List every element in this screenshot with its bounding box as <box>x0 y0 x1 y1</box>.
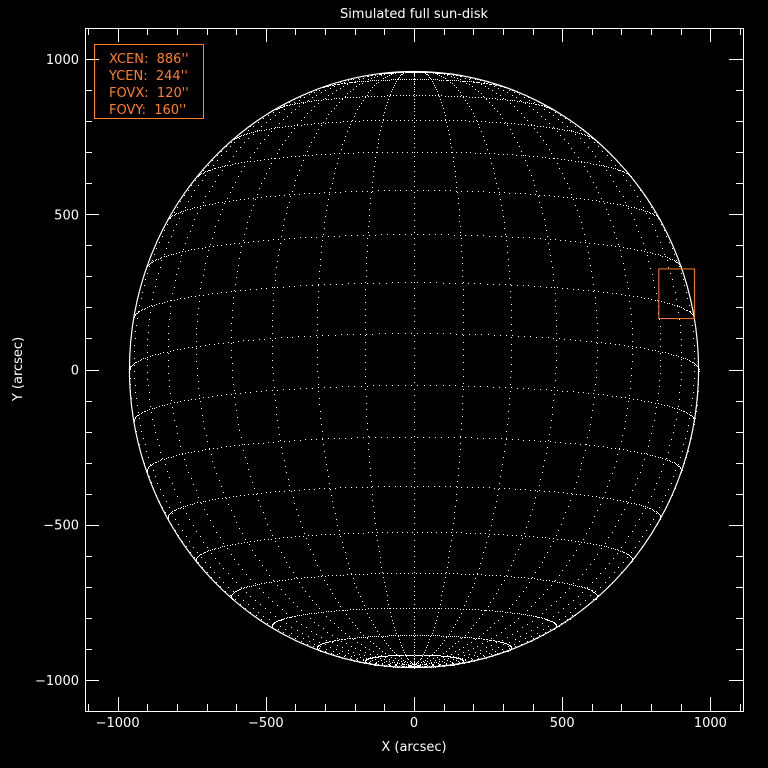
x-tick-label: 1000 <box>694 716 727 731</box>
y-tick-label: −1000 <box>35 674 79 689</box>
y-tick-label: 0 <box>71 364 79 379</box>
y-tick-label: 500 <box>54 208 79 223</box>
legend-xcen: XCEN: 886'' <box>109 52 189 67</box>
x-tick-label: 500 <box>550 716 575 731</box>
plot-axes <box>85 28 744 712</box>
y-tick-label: −500 <box>43 519 79 534</box>
heliographic-grid <box>128 70 700 669</box>
x-axis-label: X (arcsec) <box>381 740 446 755</box>
tick-labels: −1000 −500 0 500 1000 −1000 −500 0 500 1000 <box>35 53 727 731</box>
legend-ycen: YCEN: 244'' <box>108 69 188 84</box>
x-tick-label: −500 <box>248 716 284 731</box>
y-tick-label: 1000 <box>46 53 79 68</box>
grid-dots <box>129 71 700 669</box>
y-axis-label: Y (arcsec) <box>11 337 26 402</box>
x-tick-label: 0 <box>410 716 418 731</box>
chart-title: Simulated full sun-disk <box>340 7 489 22</box>
legend-frame <box>94 44 204 119</box>
legend-fovx: FOVX: 120'' <box>109 86 189 101</box>
x-tick-label: −1000 <box>96 716 140 731</box>
legend: XCEN: 886'' YCEN: 244'' FOVX: 120'' FOVY… <box>94 44 204 119</box>
solar-limb <box>128 70 700 669</box>
fov-box <box>658 268 695 320</box>
legend-fovy: FOVY: 160'' <box>109 103 186 118</box>
